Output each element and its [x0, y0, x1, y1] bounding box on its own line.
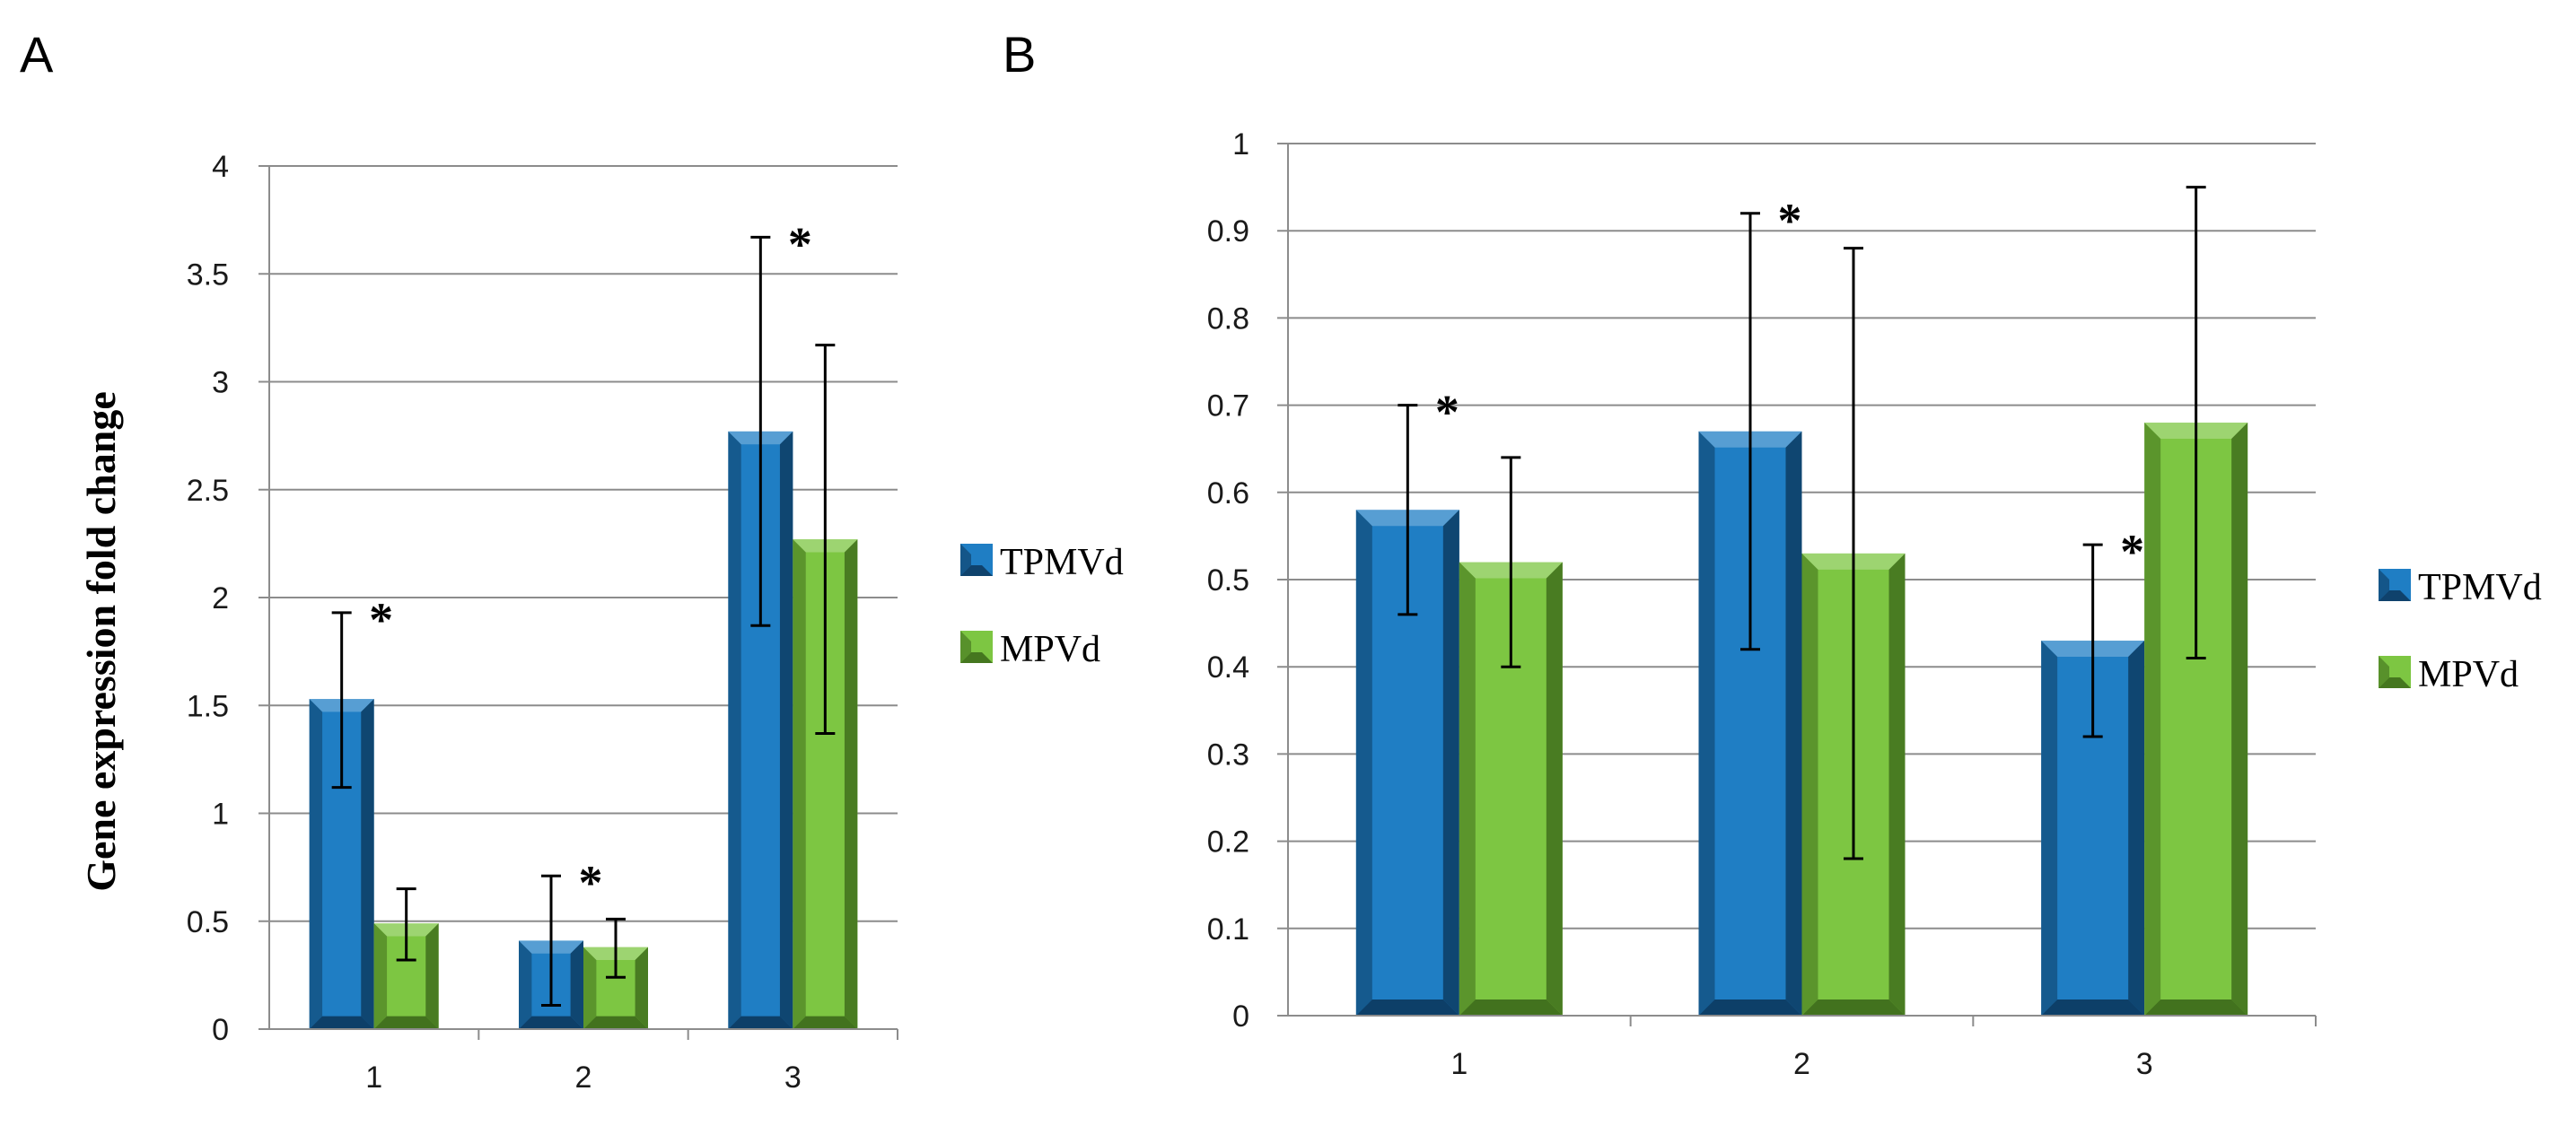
- error-bar-tpmvd-2: [1740, 212, 1760, 651]
- x-tick-label: 1: [365, 1061, 382, 1095]
- y-axis-title: Gene expression fold change: [78, 391, 124, 892]
- panel-label-a: A: [20, 26, 54, 83]
- legend-label: MPVd: [2418, 654, 2519, 695]
- y-tick-label: 4: [212, 150, 229, 184]
- significance-star: *: [1778, 194, 1802, 248]
- significance-star: *: [579, 856, 603, 910]
- y-tick-label: 0.6: [1207, 476, 1249, 511]
- y-tick-label: 2.5: [187, 474, 229, 508]
- error-bar-mpvd-2: [1844, 247, 1863, 860]
- legend-label: MPVd: [1000, 629, 1100, 670]
- error-bar-mpvd-1: [1501, 456, 1521, 668]
- y-tick-label: 0.7: [1207, 389, 1249, 423]
- error-bar-tpmvd-1: [331, 611, 352, 790]
- error-bar-mpvd-3: [815, 344, 836, 736]
- y-tick-label: 0.8: [1207, 301, 1249, 336]
- y-tick-label: 0.2: [1207, 825, 1249, 860]
- legend-swatch: [960, 631, 993, 663]
- legend-entry-mpvd: MPVd: [960, 629, 1100, 670]
- legend-entry-tpmvd: TPMVd: [960, 542, 1124, 583]
- legend-swatch: [2379, 656, 2411, 688]
- bar-tpmvd-1: [1355, 510, 1459, 1016]
- x-tick-label: 2: [1793, 1047, 1810, 1081]
- y-tick-label: 2: [212, 581, 229, 615]
- y-tick-label: 3.5: [187, 257, 229, 292]
- significance-star: *: [369, 593, 393, 647]
- legend-swatch: [960, 544, 993, 576]
- significance-star: *: [2120, 525, 2144, 579]
- legend-label: TPMVd: [1000, 542, 1124, 583]
- y-tick-label: 0.9: [1207, 214, 1249, 249]
- legend-swatch: [2379, 569, 2411, 601]
- bar-tpmvd-3: [2041, 641, 2145, 1016]
- error-bar-mpvd-1: [396, 887, 416, 962]
- panel-label-b: B: [1003, 26, 1036, 83]
- y-tick-label: 3: [212, 366, 229, 400]
- y-tick-label: 0: [212, 1013, 229, 1047]
- error-bar-tpmvd-2: [541, 874, 561, 1008]
- error-bar-mpvd-3: [2186, 186, 2206, 659]
- y-tick-label: 0: [1232, 999, 1249, 1034]
- x-tick-label: 3: [2136, 1047, 2153, 1081]
- error-bar-tpmvd-3: [750, 235, 771, 627]
- y-tick-label: 1: [1232, 127, 1249, 161]
- error-bar-mpvd-2: [606, 917, 626, 979]
- y-tick-label: 0.4: [1207, 650, 1249, 685]
- chart-panel-a: A Gene expression fold change 0 0.5 1 1.5 2 2…: [20, 26, 1124, 1095]
- legend-entry-tpmvd: TPMVd: [2379, 567, 2542, 608]
- y-tick-label: 1: [212, 798, 229, 832]
- bar-mpvd-2: [583, 947, 648, 1029]
- bar-mpvd-3: [793, 539, 858, 1029]
- x-tick-label: 2: [575, 1061, 592, 1095]
- y-tick-label: 0.5: [1207, 563, 1249, 598]
- x-tick-label: 1: [1450, 1047, 1468, 1081]
- error-bar-tpmvd-1: [1398, 404, 1418, 616]
- legend-label: TPMVd: [2418, 567, 2542, 608]
- legend-entry-mpvd: MPVd: [2379, 654, 2519, 695]
- significance-star: *: [1435, 386, 1459, 440]
- y-tick-label: 0.3: [1207, 738, 1249, 772]
- y-tick-label: 0.5: [187, 905, 229, 939]
- y-tick-label: 0.1: [1207, 912, 1249, 947]
- x-tick-label: 3: [784, 1061, 802, 1095]
- significance-star: *: [788, 217, 812, 271]
- chart-panel-b: B 0 0.1 0.2 0.3 0.4 0.5 0.6 0.7 0.8 0.9 1 1 2 3 * * * TPM…: [1003, 26, 2542, 1081]
- y-tick-label: 1.5: [187, 689, 229, 723]
- error-bar-tpmvd-3: [2082, 543, 2103, 738]
